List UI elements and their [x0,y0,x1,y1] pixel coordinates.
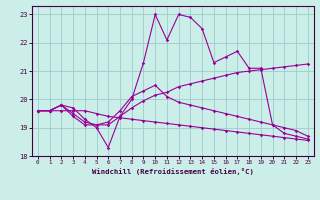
X-axis label: Windchill (Refroidissement éolien,°C): Windchill (Refroidissement éolien,°C) [92,168,254,175]
